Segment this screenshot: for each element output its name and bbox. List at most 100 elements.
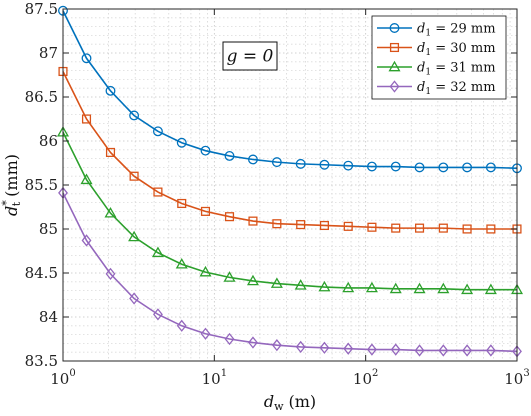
legend-marker [389, 23, 400, 33]
data-point [366, 343, 377, 356]
y-axis-label-sub: t [10, 201, 23, 206]
data-point [437, 282, 450, 294]
legend-marker [389, 80, 400, 93]
legend-marker [388, 60, 401, 72]
data-point [366, 161, 377, 172]
x-tick-label-base: 10 [504, 370, 523, 388]
data-point [486, 224, 496, 234]
data-point [295, 340, 306, 354]
legend-box [371, 15, 507, 100]
data-point [151, 246, 164, 258]
legend-label-sub: 1 [425, 87, 431, 97]
data-point [153, 187, 163, 197]
x-axis-label: dw (m) [264, 392, 316, 413]
data-point [80, 173, 93, 185]
data-point [271, 157, 282, 168]
x-tick-label-base: 10 [50, 370, 69, 388]
data-point [223, 271, 236, 282]
legend-label-rest: = 31 mm [431, 61, 496, 76]
legend-label-rest: = 30 mm [431, 41, 496, 56]
data-point [365, 281, 378, 293]
legend-label: d1 = 32 mm [417, 80, 496, 97]
data-point [248, 216, 258, 226]
data-point [462, 344, 473, 357]
data-point [177, 198, 187, 209]
y-tick-label: 87.5 [25, 0, 58, 18]
legend-label-rest: = 29 mm [431, 22, 496, 37]
legend-label-main: d [417, 61, 425, 76]
y-axis-label: d*t (mm) [0, 154, 23, 216]
data-point [248, 336, 258, 349]
legend-label-main: d [417, 80, 425, 95]
data-point [390, 161, 401, 172]
data-point [343, 342, 354, 355]
x-tick-label: 103 [504, 368, 529, 388]
data-point [270, 277, 283, 288]
data-point [296, 220, 306, 230]
y-axis-label-sup: * [0, 200, 13, 206]
series-4 [58, 186, 522, 358]
data-point [152, 126, 163, 137]
data-point [175, 257, 188, 269]
data-point [81, 234, 92, 247]
x-axis-label-unit: (m) [289, 392, 317, 411]
y-tick-label: 86 [39, 132, 58, 150]
data-point [343, 221, 353, 231]
data-point [391, 223, 401, 233]
series-3 [56, 125, 524, 295]
x-tick-label-exponent: 2 [372, 368, 378, 379]
legend-label-sub: 1 [425, 29, 431, 39]
data-point [248, 154, 258, 165]
y-tick-label: 86.5 [25, 88, 58, 106]
series-1 [58, 5, 522, 174]
data-point [81, 114, 92, 124]
data-point [105, 85, 116, 96]
data-point [389, 282, 402, 294]
y-tick-label: 84 [39, 308, 58, 326]
data-point [200, 206, 211, 216]
data-point [414, 162, 425, 173]
data-point [367, 222, 377, 232]
y-tick-label: 84.5 [25, 264, 58, 282]
data-point [128, 230, 141, 242]
legend-item-1: d1 = 29 mm [377, 22, 496, 39]
data-point [319, 159, 330, 170]
legend-item-2: d1 = 30 mm [377, 41, 496, 58]
x-tick-label-exponent: 1 [221, 368, 227, 379]
x-tick-label: 100 [50, 368, 75, 388]
x-tick-label-base: 10 [202, 370, 221, 388]
data-point [318, 280, 331, 292]
legend-label-main: d [417, 22, 425, 37]
legend-label: d1 = 30 mm [417, 41, 496, 58]
data-point [200, 327, 211, 340]
data-point [200, 145, 211, 156]
y-tick-label: 85 [39, 220, 58, 238]
y-tick-label: 87 [39, 44, 58, 62]
data-point [319, 341, 330, 354]
annotation-box: g = 0 [222, 41, 278, 71]
data-point [343, 160, 354, 171]
legend-item-4: d1 = 32 mm [377, 80, 496, 97]
data-point [438, 162, 449, 173]
legend-label-sub: 1 [425, 48, 431, 58]
data-point [413, 282, 426, 294]
data-point [462, 224, 472, 234]
x-tick-label: 101 [202, 368, 227, 388]
y-tick-label: 83.5 [25, 352, 58, 370]
data-point [438, 344, 449, 357]
data-point [224, 151, 235, 161]
data-point [485, 162, 496, 173]
data-point [485, 344, 496, 357]
data-point [104, 206, 117, 218]
data-point [129, 292, 140, 305]
x-tick-label-exponent: 0 [69, 368, 75, 379]
data-point [319, 220, 329, 231]
data-point [390, 343, 401, 356]
grid [62, 8, 517, 362]
legend-item-3: d1 = 31 mm [377, 61, 496, 78]
x-tick-label-base: 10 [353, 370, 372, 388]
data-point [342, 281, 355, 293]
